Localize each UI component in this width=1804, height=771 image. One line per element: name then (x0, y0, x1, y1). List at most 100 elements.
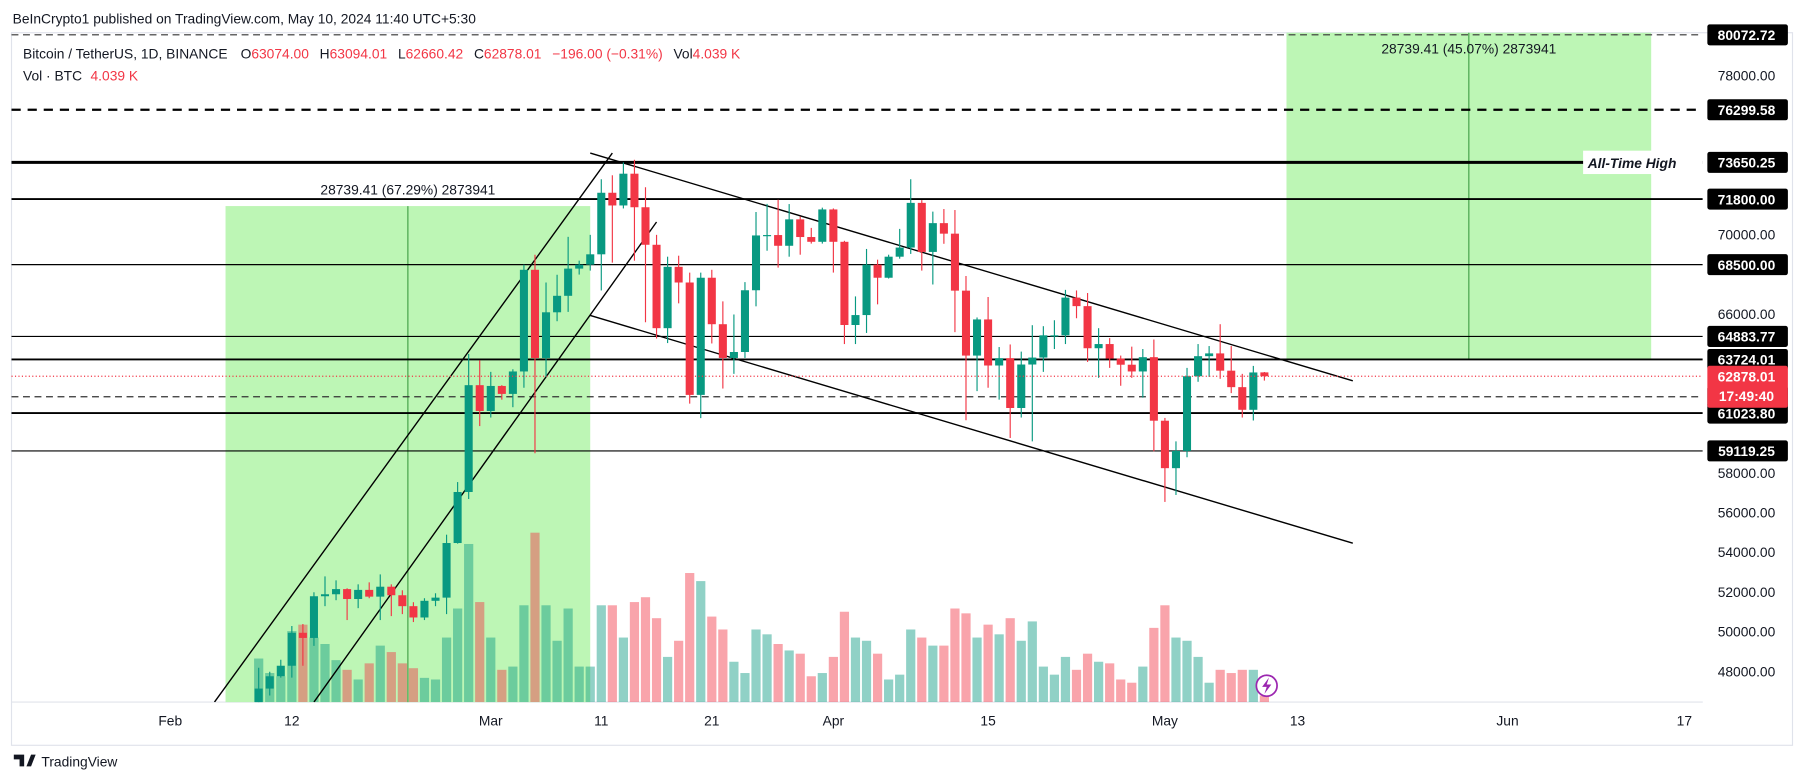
candle-body (751, 235, 761, 291)
volume-bar (640, 597, 651, 703)
candle-body (652, 244, 661, 329)
candle-body (287, 632, 296, 666)
volume-bar (1182, 640, 1192, 703)
volume-bar (497, 669, 507, 703)
indicator-icon[interactable] (1255, 674, 1278, 698)
footer-logo[interactable]: TradingView (13, 753, 119, 769)
ohlc-value: 62878.01 (484, 45, 542, 61)
volume-bar (419, 677, 430, 703)
y-tick-label: 58000.00 (1718, 465, 1776, 481)
volume-bar (1116, 679, 1126, 703)
volume-bar (530, 532, 540, 703)
candle-body (1194, 356, 1203, 377)
candle-body (1072, 297, 1081, 307)
volume-bar (884, 679, 894, 703)
volume-bar (906, 629, 916, 703)
logo-mark (13, 754, 36, 767)
volume-bar (729, 661, 739, 703)
candle-body (309, 596, 318, 638)
candle-body (486, 385, 495, 411)
volume-bar (707, 616, 717, 703)
volume-bar (1248, 669, 1258, 703)
candle-body (464, 385, 473, 492)
candle-body (729, 352, 738, 358)
volume-bar (651, 618, 662, 703)
volume-bar (320, 644, 330, 703)
candle-body (685, 282, 694, 395)
ohlc-key: H (320, 45, 330, 61)
candle-body (862, 264, 871, 316)
volume-bar (662, 656, 673, 703)
candle-body (807, 237, 816, 242)
x-tick-label: 15 (980, 712, 996, 728)
frame (10, 32, 1794, 746)
last-price-label: 62878.01 (1718, 368, 1776, 384)
volume-bar (917, 637, 927, 703)
volume-bar (541, 605, 551, 703)
y-tick-label: 48000.00 (1718, 663, 1776, 679)
symbol: Bitcoin / TetherUS, 1D, BINANCE (23, 45, 228, 61)
candle-body (1127, 364, 1136, 372)
candle-body (265, 676, 274, 689)
candle-body (398, 595, 407, 607)
volume-bar (1160, 605, 1170, 703)
volume-bar (453, 608, 463, 703)
volume-bar (795, 653, 805, 703)
volume-bar (386, 652, 396, 703)
volume-bar (950, 608, 960, 703)
candle-body (508, 371, 517, 394)
volume-bar (1027, 621, 1037, 703)
candle-body (320, 594, 330, 597)
legend-line: Bitcoin / TetherUS, 1D, BINANCE O63074.0… (23, 45, 741, 61)
volume-bar (1138, 666, 1148, 703)
candle-body (906, 202, 915, 248)
volume-bar (1016, 640, 1026, 703)
y-tick-label: 54000.00 (1718, 544, 1776, 560)
candle-body (1006, 358, 1015, 409)
volume-bar (629, 602, 640, 703)
candle-body (1138, 357, 1147, 372)
level-label-box (1707, 188, 1788, 210)
candle-body (564, 268, 573, 296)
candle-body (530, 269, 540, 358)
level-label-box (1707, 348, 1788, 370)
candle-body (785, 219, 794, 246)
volume-bar (1171, 637, 1181, 703)
level-label: 80072.72 (1718, 27, 1776, 43)
level-label: 73650.25 (1718, 155, 1776, 171)
volume-bar (961, 613, 971, 703)
candle-body (1171, 450, 1180, 469)
candle-body (276, 665, 285, 677)
x-tick-label: Apr (823, 712, 845, 728)
x-tick-label: Jun (1496, 712, 1518, 728)
x-tick-label: 17 (1677, 712, 1693, 728)
candle-body (950, 233, 959, 291)
volume-bar (1237, 669, 1247, 703)
y-tick-label: 70000.00 (1718, 226, 1776, 242)
candle-body (774, 235, 783, 246)
candle-body (431, 597, 440, 601)
ohlc-key: C (474, 45, 484, 61)
volume-bar (839, 611, 850, 703)
note-bg (1583, 150, 1703, 175)
candle-body (763, 235, 772, 237)
volume-bar (309, 637, 319, 703)
volume-bar (928, 645, 938, 703)
candle-body (542, 312, 551, 358)
volume-bar (574, 666, 584, 703)
y-tick-label: 66000.00 (1718, 306, 1776, 322)
position-label: 28739.41 (45.07%) 2873941 (1381, 41, 1556, 57)
x-tick-label: 21 (704, 712, 720, 728)
volume-bar (817, 673, 827, 703)
trendline (590, 152, 1353, 382)
volume-bar (1094, 661, 1104, 703)
volume-bar (1204, 682, 1214, 703)
candle-body (1216, 353, 1225, 371)
candle-body (1205, 353, 1214, 357)
volume-bar (342, 669, 352, 703)
candle-body (1094, 344, 1103, 349)
candle-body (740, 290, 749, 353)
y-tick-label: 56000.00 (1718, 504, 1776, 520)
axis-area: 48000.00 50000.00 52000.00 54000.00 56000.00… (1707, 24, 1788, 679)
